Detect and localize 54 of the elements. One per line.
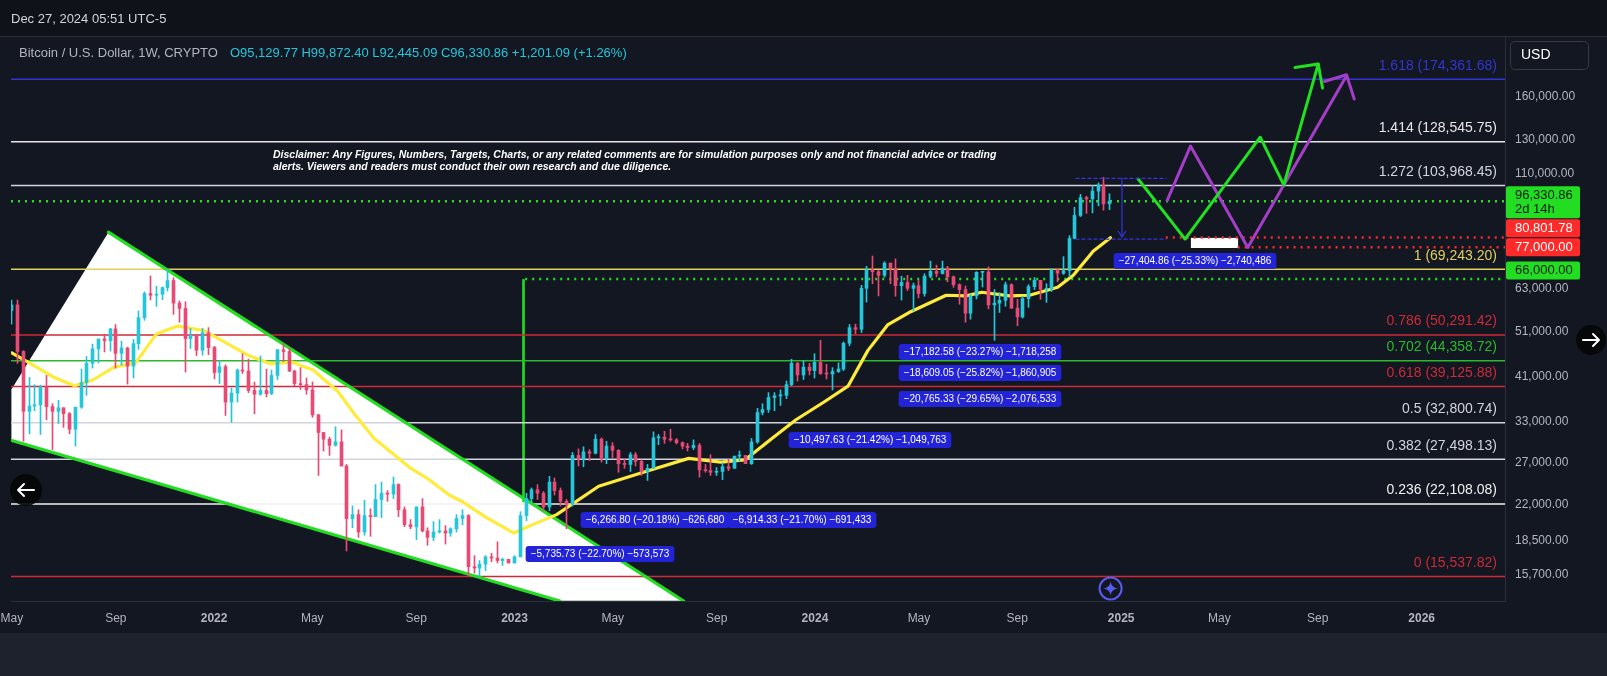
y-tick-label: 63,000.00 bbox=[1515, 280, 1569, 295]
y-tick-label: 18,500.00 bbox=[1515, 533, 1569, 548]
data-label: 66,000.00 bbox=[1515, 262, 1573, 278]
x-tick-label: Sep bbox=[405, 610, 428, 625]
x-tick-label: 2026 bbox=[1408, 610, 1436, 625]
annotation: −20,765.33 (−29.65%) −2,076,533 bbox=[903, 393, 1057, 405]
y-tick-label: 27,000.00 bbox=[1515, 455, 1569, 470]
y-tick-label: 130,000.00 bbox=[1515, 131, 1576, 146]
y-tick-label: 51,000.00 bbox=[1515, 324, 1569, 339]
x-tick-label: May bbox=[907, 610, 931, 625]
annotation: −27,404.86 (−25.33%) −2,740,486 bbox=[1118, 255, 1272, 267]
y-tick-label: 160,000.00 bbox=[1515, 89, 1576, 104]
ref-line-label: 1.414 (128,545.75) bbox=[1378, 119, 1497, 136]
annotation: −17,182.58 (−23.27%) −1,718,258 bbox=[903, 346, 1057, 358]
text: O95,129.77 H99,872.40 L92,445.09 C96,330.86 +1,201.09 (+1.26%) bbox=[229, 44, 627, 60]
annotation: −6,266.80 (−20.18%) −626,680 bbox=[585, 514, 725, 526]
x-tick-label: May bbox=[1208, 610, 1231, 625]
annotation: −18,609.05 (−25.82%) −1,860,905 bbox=[903, 367, 1057, 379]
x-tick-label: Sep bbox=[105, 610, 127, 625]
x-tick-label: May bbox=[300, 610, 324, 625]
data-label: 77,000.00 bbox=[1515, 238, 1573, 254]
ref-line-label: 1.618 (174,361.68) bbox=[1378, 56, 1497, 73]
x-tick-label: Sep bbox=[1306, 610, 1329, 625]
ref-line-label: 1 (69,243.20) bbox=[1413, 246, 1497, 263]
ref-line-label: 0.236 (22,108.08) bbox=[1386, 481, 1497, 498]
x-tick-label: 2023 bbox=[501, 610, 529, 625]
y-tick-label: 33,000.00 bbox=[1515, 413, 1569, 428]
y-axis-title: USD bbox=[1521, 46, 1551, 63]
y-tick-label: 15,700.00 bbox=[1515, 566, 1569, 581]
x-tick-label: Sep bbox=[1006, 610, 1029, 625]
x-tick-label: Sep bbox=[706, 610, 728, 625]
x-tick-label: May bbox=[0, 610, 24, 625]
data-label: 80,801.78 bbox=[1515, 219, 1573, 235]
annotation: −10,497.63 (−21.42%) −1,049,763 bbox=[793, 434, 947, 446]
y-tick-label: 22,000.00 bbox=[1515, 497, 1569, 512]
ref-line-label: 0.382 (27,498.13) bbox=[1386, 436, 1497, 453]
x-tick-label: May bbox=[601, 610, 625, 625]
ref-line-label: 0.702 (44,358.72) bbox=[1386, 338, 1497, 355]
ref-line-label: 1.272 (103,968.45) bbox=[1378, 162, 1497, 179]
y-tick-label: 41,000.00 bbox=[1515, 369, 1569, 384]
text: Bitcoin / U.S. Dollar, 1W, CRYPTO bbox=[19, 44, 218, 60]
y-tick-label: 110,000.00 bbox=[1515, 166, 1575, 181]
x-tick-label: 2025 bbox=[1107, 610, 1135, 625]
annotation: Disclaimer: Any Figures, Numbers, Targets, Charts, or any related comments are for simulation purposes only and not financial advice or trading alerts. Viewers and readers must conduct their own research and due diligence. bbox=[273, 147, 997, 173]
x-tick-label: 2024 bbox=[801, 610, 829, 625]
ref-line-label: 0.5 (32,800.74) bbox=[1402, 400, 1497, 417]
x-tick-label: 2022 bbox=[200, 610, 228, 625]
ref-line-label: 0.786 (50,291.42) bbox=[1386, 312, 1497, 329]
annotation: −6,914.33 (−21.70%) −691,433 bbox=[732, 514, 872, 526]
annotation: −5,735.73 (−22.70%) −573,573 bbox=[530, 548, 670, 560]
ref-line-label: 0 (15,537.82) bbox=[1413, 553, 1497, 570]
ref-line-label: 96,330.86 2d 14h bbox=[1515, 186, 1573, 216]
ref-line-label: 0.618 (39,125.88) bbox=[1386, 363, 1497, 380]
text: Dec 27, 2024 05:51 UTC-5 bbox=[11, 10, 167, 26]
